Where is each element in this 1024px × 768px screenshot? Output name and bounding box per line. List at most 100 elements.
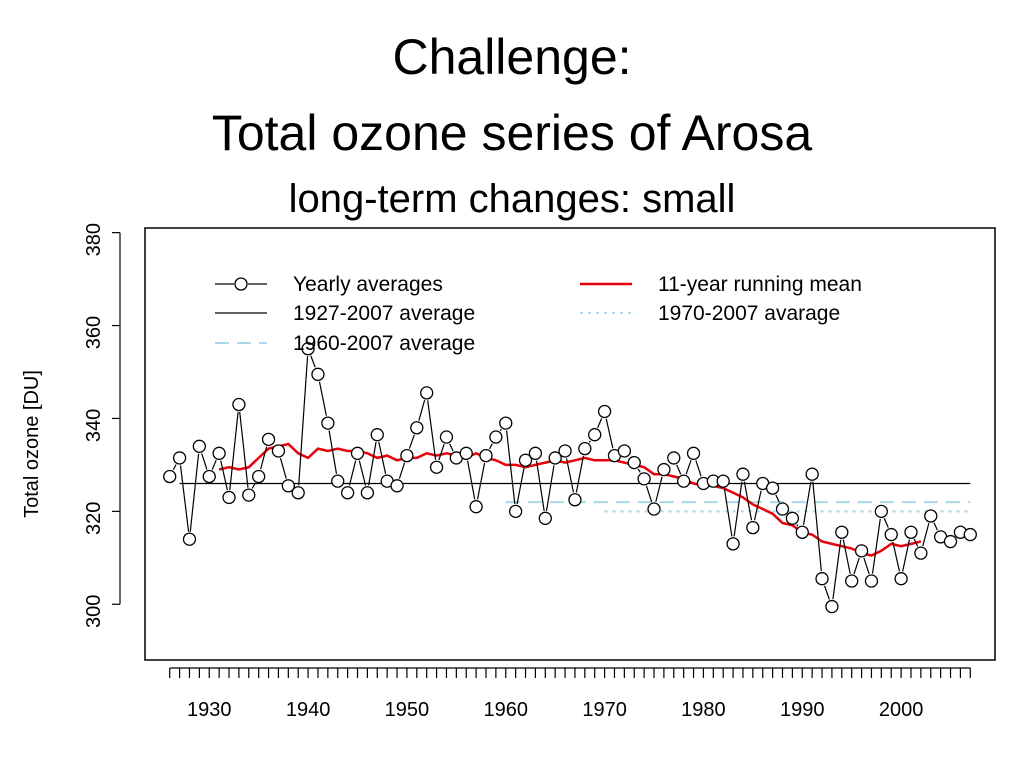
data-point — [212, 446, 226, 460]
yearly-segment — [812, 481, 822, 572]
data-point — [924, 509, 938, 523]
yearly-segment — [499, 428, 502, 432]
data-point — [617, 444, 632, 458]
x-tick-label: 1930 — [187, 699, 232, 721]
data-point — [528, 446, 543, 460]
data-point — [360, 486, 375, 500]
yearly-segment — [676, 464, 682, 475]
data-point — [558, 444, 572, 458]
yearly-segment — [438, 443, 445, 461]
data-point — [914, 546, 928, 560]
data-point — [410, 421, 424, 435]
data-point — [518, 453, 533, 467]
x-tick-label: 1960 — [484, 699, 529, 721]
data-point — [479, 448, 493, 463]
data-point — [548, 451, 562, 465]
data-point — [765, 481, 780, 495]
yearly-segment — [408, 434, 415, 449]
data-point — [261, 432, 276, 447]
yearly-segment — [753, 490, 762, 521]
data-point — [222, 490, 236, 505]
data-point — [321, 416, 335, 430]
x-tick-label: 1940 — [286, 699, 331, 721]
data-point — [489, 430, 503, 444]
data-point — [499, 416, 513, 430]
data-point — [538, 511, 552, 525]
data-point — [597, 404, 612, 419]
yearly-segment — [516, 467, 525, 505]
yearly-segment — [251, 482, 256, 489]
yearly-segment — [575, 455, 584, 493]
yearly-segment — [189, 453, 200, 532]
legend: Yearly averages 1927-2007 average 1960-200… — [215, 273, 862, 355]
yearly-segment — [853, 557, 860, 575]
yearly-segment — [743, 481, 753, 521]
y-tick-label: 360 — [83, 316, 105, 349]
data-point — [746, 520, 760, 535]
data-point — [420, 386, 434, 400]
yearly-segment — [220, 460, 228, 491]
data-point — [400, 448, 414, 463]
yearly-segment — [723, 488, 733, 537]
data-point — [252, 469, 266, 484]
x-tick-label: 1990 — [780, 699, 825, 721]
data-point — [508, 504, 523, 519]
data-point — [182, 532, 197, 546]
data-point — [390, 479, 404, 493]
yearly-segment — [201, 453, 208, 470]
data-point — [301, 342, 315, 356]
data-point — [291, 486, 305, 500]
legend-label: 1960-2007 average — [293, 332, 475, 355]
yearly-segment — [565, 458, 575, 493]
yearly-segment — [913, 538, 919, 547]
data-point — [370, 428, 384, 442]
data-point — [835, 525, 849, 539]
yearly-segment — [637, 468, 641, 473]
data-point — [854, 544, 869, 558]
yearly-segment — [179, 465, 190, 532]
yearly-segment — [733, 481, 743, 537]
data-point — [864, 574, 879, 588]
data-point — [281, 479, 295, 493]
yearly-segment — [863, 557, 870, 575]
data-point — [232, 397, 246, 412]
data-point — [805, 467, 819, 481]
y-tick-label: 320 — [83, 502, 105, 535]
yearly-segment — [505, 430, 516, 504]
legend-label: 1927-2007 average — [293, 302, 475, 325]
slide-subtitle: Total ozone series of Arosa — [211, 105, 813, 161]
data-point — [469, 500, 483, 514]
yearly-segment — [172, 464, 177, 471]
data-point — [677, 474, 691, 488]
data-point — [192, 439, 207, 453]
yearly-segment — [466, 460, 476, 500]
data-point — [637, 472, 651, 486]
data-point — [686, 446, 701, 460]
yearly-segment — [418, 399, 426, 421]
data-point — [795, 525, 809, 539]
yearly-segment — [871, 518, 881, 574]
yearly-segment — [902, 539, 911, 572]
yearly-segment — [358, 460, 367, 486]
yearly-segment — [545, 465, 555, 512]
data-point — [736, 467, 750, 481]
data-point — [647, 502, 661, 516]
data-point — [202, 469, 216, 484]
yearly-segment — [796, 524, 799, 527]
data-point — [331, 474, 345, 488]
data-point — [350, 446, 365, 460]
y-axis-label: Total ozone [DU] — [21, 370, 43, 518]
data-point — [578, 441, 592, 456]
yearly-segment — [449, 443, 454, 452]
data-point — [429, 460, 444, 474]
data-point — [667, 451, 681, 465]
yearly-segment — [933, 522, 938, 531]
data-point — [172, 451, 187, 465]
yearly-segment — [535, 460, 545, 511]
data-point — [845, 574, 859, 588]
y-tick-label: 300 — [83, 595, 105, 628]
slide-tagline: long-term changes: small — [288, 177, 736, 221]
yearly-segment — [310, 355, 316, 368]
yearly-segment — [823, 585, 830, 600]
yearly-segment — [588, 440, 591, 443]
